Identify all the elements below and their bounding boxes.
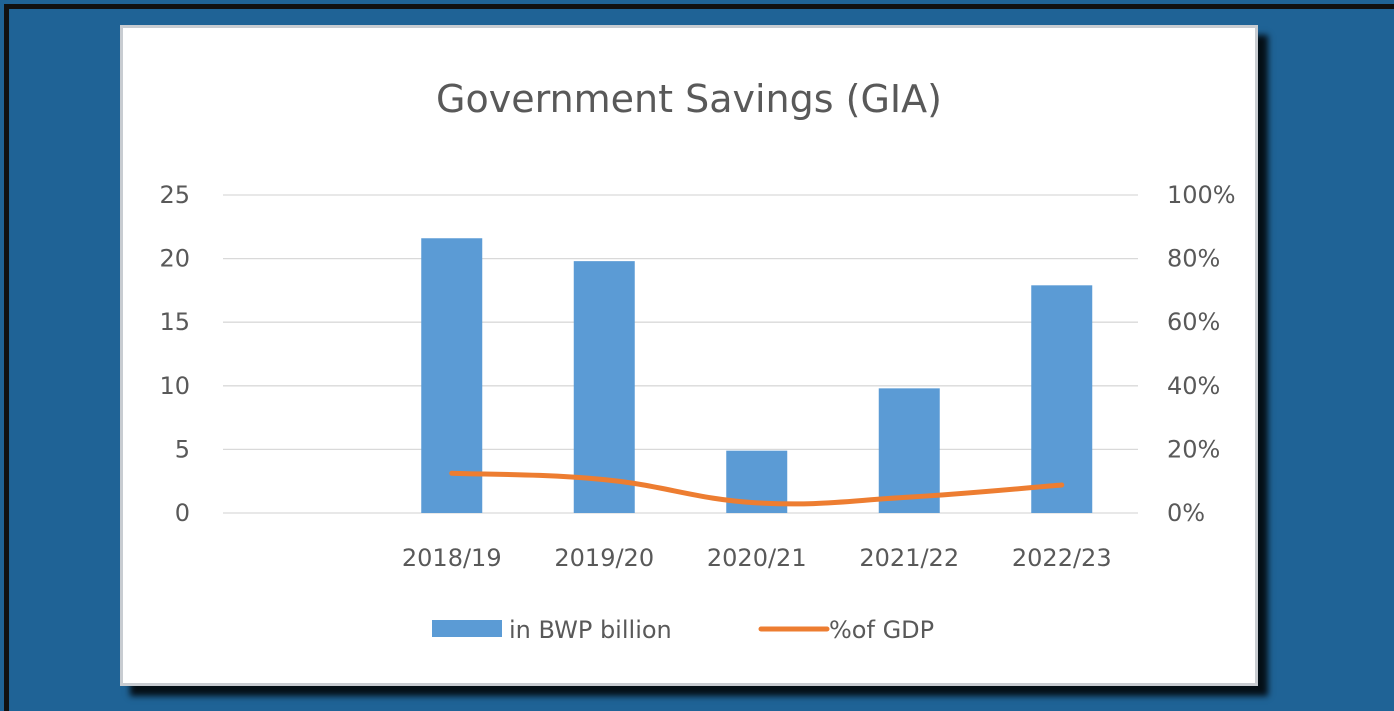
y2-tick-label: 80% xyxy=(1167,245,1220,273)
legend: in BWP billion %of GDP xyxy=(432,616,934,644)
x-tick-label: 2019/20 xyxy=(554,544,654,572)
legend-label-bar: in BWP billion xyxy=(509,616,672,644)
y-axis-left: 0 5 10 15 20 25 xyxy=(159,181,190,527)
outer-frame xyxy=(4,4,1394,711)
y-tick-label: 20 xyxy=(159,245,190,273)
x-axis: 2018/19 2019/20 2020/21 2021/22 2022/23 xyxy=(402,544,1112,572)
y2-tick-label: 100% xyxy=(1167,181,1236,209)
x-tick-label: 2018/19 xyxy=(402,544,502,572)
line-series xyxy=(449,470,1065,507)
y2-tick-label: 0% xyxy=(1167,499,1205,527)
y-tick-label: 15 xyxy=(159,308,190,336)
x-tick-label: 2020/21 xyxy=(707,544,807,572)
y-axis-right: 0% 20% 40% 60% 80% 100% xyxy=(1167,181,1236,527)
legend-swatch-bar xyxy=(432,620,502,637)
y-tick-label: 25 xyxy=(159,181,190,209)
y2-tick-label: 40% xyxy=(1167,372,1220,400)
y-tick-label: 5 xyxy=(175,435,190,463)
y2-tick-label: 20% xyxy=(1167,435,1220,463)
gdp-line xyxy=(449,470,1065,507)
legend-label-line: %of GDP xyxy=(829,616,934,644)
chart-title: Government Savings (GIA) xyxy=(436,77,942,121)
chart-card: Government Savings (GIA) 0 5 10 15 20 25 0% 20… xyxy=(120,25,1258,686)
gridlines xyxy=(223,194,1138,514)
bar xyxy=(878,388,940,513)
bar-series xyxy=(421,238,1093,514)
bar xyxy=(421,238,483,514)
chart-svg: Government Savings (GIA) 0 5 10 15 20 25 0% 20… xyxy=(159,77,1236,644)
bar xyxy=(573,261,635,513)
x-tick-label: 2022/23 xyxy=(1012,544,1112,572)
x-tick-label: 2021/22 xyxy=(859,544,959,572)
y-tick-label: 10 xyxy=(159,372,190,400)
y2-tick-label: 60% xyxy=(1167,308,1220,336)
bar xyxy=(1031,285,1093,513)
y-tick-label: 0 xyxy=(175,499,190,527)
